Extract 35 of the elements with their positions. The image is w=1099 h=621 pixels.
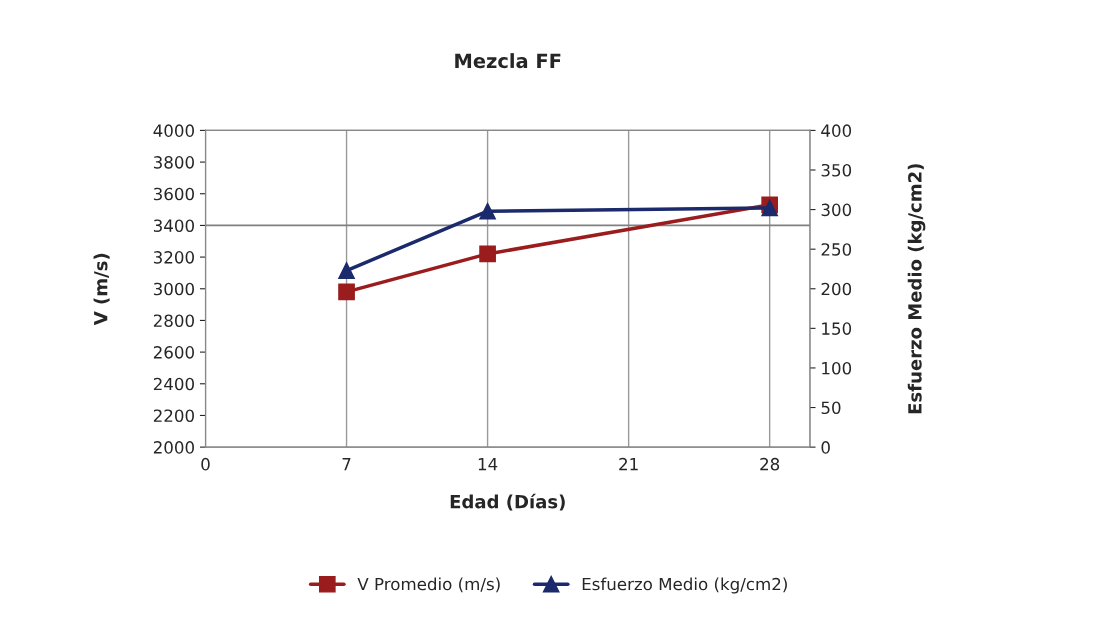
y-tick-label: 2200 (153, 409, 194, 423)
y-tick-label: 2600 (153, 346, 194, 359)
x-tick-label: 0 (201, 457, 210, 471)
x-tick-label: 7 (342, 458, 351, 471)
y-tick-label: 2800 (153, 314, 194, 328)
y2-tick-label: 0 (821, 441, 830, 454)
y2-tick-label: 150 (822, 322, 852, 335)
legend-label: V Promedio (m/s) (357, 577, 500, 593)
x-tick-label: 28 (760, 457, 780, 471)
legend-label: Esfuerzo Medio (kg/cm2) (582, 577, 787, 594)
y-tick-label: 2000 (153, 441, 194, 454)
x-tick-label: 21 (619, 457, 638, 471)
y2-tick-label: 100 (822, 361, 852, 375)
point (338, 283, 355, 301)
chart-title: Mezcla FF (455, 53, 561, 69)
y2-tick-label: 350 (821, 163, 852, 177)
y-tick-label: 3200 (153, 251, 194, 264)
y2-axis-title: Esfuerzo Medio (kg/cm2) (907, 164, 926, 414)
y-tick-label: 3000 (153, 282, 194, 296)
y2-tick-label: 250 (821, 243, 852, 256)
y-axis-title: V (m/s) (93, 253, 110, 326)
y2-tick-label: 300 (821, 203, 852, 217)
y-tick-label: 4000 (153, 124, 194, 137)
point (479, 245, 496, 263)
point (479, 202, 496, 220)
y2-tick-label: 200 (821, 282, 852, 296)
y-tick-label: 3400 (153, 219, 194, 232)
y2-tick-label: 50 (821, 401, 841, 415)
y-tick-label: 2400 (153, 377, 194, 391)
y2-tick-label: 400 (821, 124, 852, 137)
y-tick-label: 3800 (153, 156, 194, 169)
y-tick-label: 3600 (153, 187, 194, 201)
x-tick-label: 14 (478, 458, 498, 471)
point (338, 262, 355, 279)
x-axis-title: Edad (Días) (450, 493, 565, 511)
